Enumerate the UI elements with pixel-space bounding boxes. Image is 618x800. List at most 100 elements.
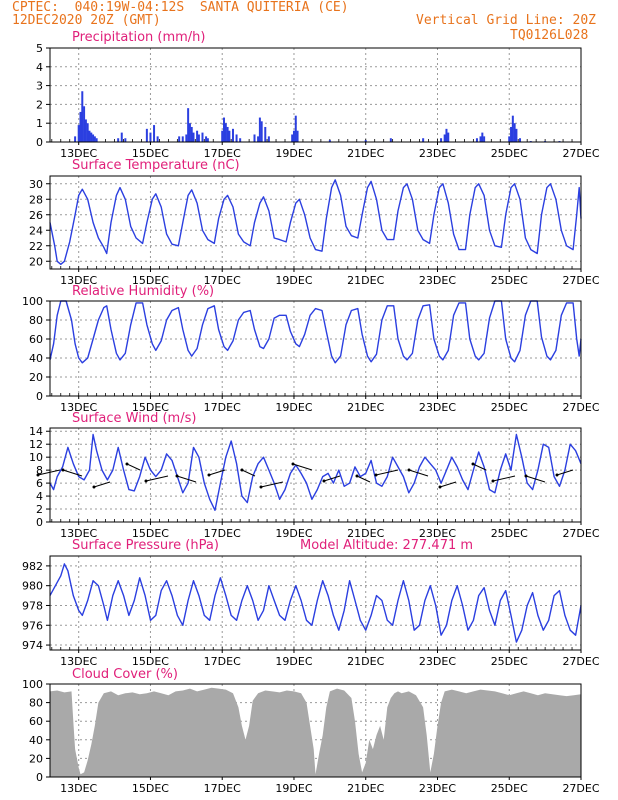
wind-arrow-head xyxy=(438,485,442,489)
precip-bar xyxy=(515,128,518,142)
precip-bar xyxy=(364,140,367,142)
precip-bar xyxy=(205,136,208,142)
x-tick-label: 27DEC xyxy=(562,401,599,414)
precip-bar xyxy=(156,136,159,142)
wind-arrow-head xyxy=(355,474,359,478)
x-tick-label: 15DEC xyxy=(132,655,169,668)
precip-bar xyxy=(511,115,514,142)
x-tick-label: 27DEC xyxy=(562,147,599,160)
precip-bar xyxy=(260,121,263,142)
precip-bar xyxy=(149,132,152,142)
y-tick-label: 0 xyxy=(36,136,43,149)
precip-bar xyxy=(510,126,513,142)
x-tick-label: 25DEC xyxy=(491,274,528,287)
x-tick-label: 21DEC xyxy=(347,401,384,414)
precip-bar xyxy=(235,134,238,142)
wind-arrow xyxy=(525,475,546,483)
precip-bar xyxy=(187,108,190,142)
precip-bar xyxy=(201,132,204,142)
x-tick-label: 21DEC xyxy=(347,274,384,287)
wind-arrow-head xyxy=(471,462,475,466)
cloud-panel: 0 20 40 60 80 100 13DEC 15DEC 17DEC 19DEC 21DEC 23D… xyxy=(22,667,600,795)
y-tick-label: 4 xyxy=(36,61,43,74)
y-tick-label: 14 xyxy=(29,425,43,438)
wind-arrow-head xyxy=(36,473,40,477)
plot-frame xyxy=(49,175,582,270)
x-tick-label: 21DEC xyxy=(347,782,384,795)
y-tick-label: 2 xyxy=(36,503,43,516)
x-tick-label: 19DEC xyxy=(275,147,312,160)
precip-bar xyxy=(294,115,297,142)
y-tick-label: 40 xyxy=(29,352,43,365)
wind-arrow xyxy=(556,469,574,476)
precip-bar xyxy=(197,134,200,142)
y-tick-label: 80 xyxy=(29,314,43,327)
plot-frame xyxy=(49,683,582,778)
wind-arrow-head xyxy=(407,468,411,472)
precip-bar xyxy=(475,138,478,142)
product-code: TQ0126L028 xyxy=(510,28,589,43)
precip-bar xyxy=(145,128,148,142)
precip-bar xyxy=(153,125,156,142)
precip-bar xyxy=(190,126,193,142)
wind-arrow-head xyxy=(61,468,65,472)
grid-note: Vertical Grid Line: 20Z xyxy=(416,13,597,28)
wind-arrow xyxy=(323,475,341,482)
x-tick-label: 25DEC xyxy=(491,401,528,414)
x-tick-label: 15DEC xyxy=(132,147,169,160)
precip-bar xyxy=(224,123,227,142)
y-tick-label: 20 xyxy=(29,255,43,268)
precip-bar xyxy=(447,132,450,142)
y-tick-label: 5 xyxy=(36,42,43,55)
wind-arrow-head xyxy=(555,473,559,477)
precip-bar xyxy=(90,132,93,142)
y-tick-label: 12 xyxy=(29,438,43,451)
precip-bar xyxy=(86,123,89,142)
x-tick-label: 23DEC xyxy=(419,782,456,795)
x-tick-label: 19DEC xyxy=(275,401,312,414)
panel-title: Surface Pressure (hPa) xyxy=(72,538,219,553)
temp-series-line xyxy=(49,179,582,265)
x-tick-label: 13DEC xyxy=(60,782,97,795)
precip-bar xyxy=(223,117,226,142)
precip-bar xyxy=(519,138,522,142)
x-tick-label: 15DEC xyxy=(132,401,169,414)
precip-bar xyxy=(181,136,184,142)
cloud-area xyxy=(50,687,581,777)
y-tick-label: 980 xyxy=(22,580,43,593)
precip-bar xyxy=(443,134,446,142)
precip-bar xyxy=(206,138,209,142)
precip-bar xyxy=(440,138,443,142)
y-tick-label: 10 xyxy=(29,451,43,464)
y-tick-label: 976 xyxy=(22,619,43,632)
wind-arrow-head xyxy=(92,485,96,489)
precip-bar xyxy=(481,132,484,142)
precip-bar xyxy=(77,125,80,142)
precip-bar xyxy=(513,123,516,142)
y-tick-label: 974 xyxy=(22,639,43,652)
precip-bar xyxy=(258,117,261,142)
wind-arrow-head xyxy=(144,479,148,483)
wind-arrow-head xyxy=(524,474,528,478)
y-tick-label: 6 xyxy=(36,477,43,490)
x-tick-label: 15DEC xyxy=(132,782,169,795)
y-tick-label: 3 xyxy=(36,80,43,93)
y-tick-label: 982 xyxy=(22,560,43,573)
wind-arrow-head xyxy=(491,479,495,483)
wind-arrow xyxy=(260,481,284,488)
plot-frame xyxy=(49,427,582,523)
plot-frame xyxy=(49,47,582,143)
precip-bar xyxy=(196,130,199,142)
precip-bar xyxy=(185,134,188,142)
y-tick-label: 40 xyxy=(29,734,43,747)
wind-arrow xyxy=(375,469,399,476)
y-tick-label: 80 xyxy=(29,697,43,710)
wind-arrow-head xyxy=(259,485,263,489)
x-tick-label: 17DEC xyxy=(204,147,241,160)
panel-title: Relative Humidity (%) xyxy=(72,284,214,299)
x-tick-label: 19DEC xyxy=(275,527,312,540)
precip-bar xyxy=(389,138,392,142)
y-tick-label: 0 xyxy=(36,771,43,784)
wind-arrow xyxy=(62,469,83,477)
